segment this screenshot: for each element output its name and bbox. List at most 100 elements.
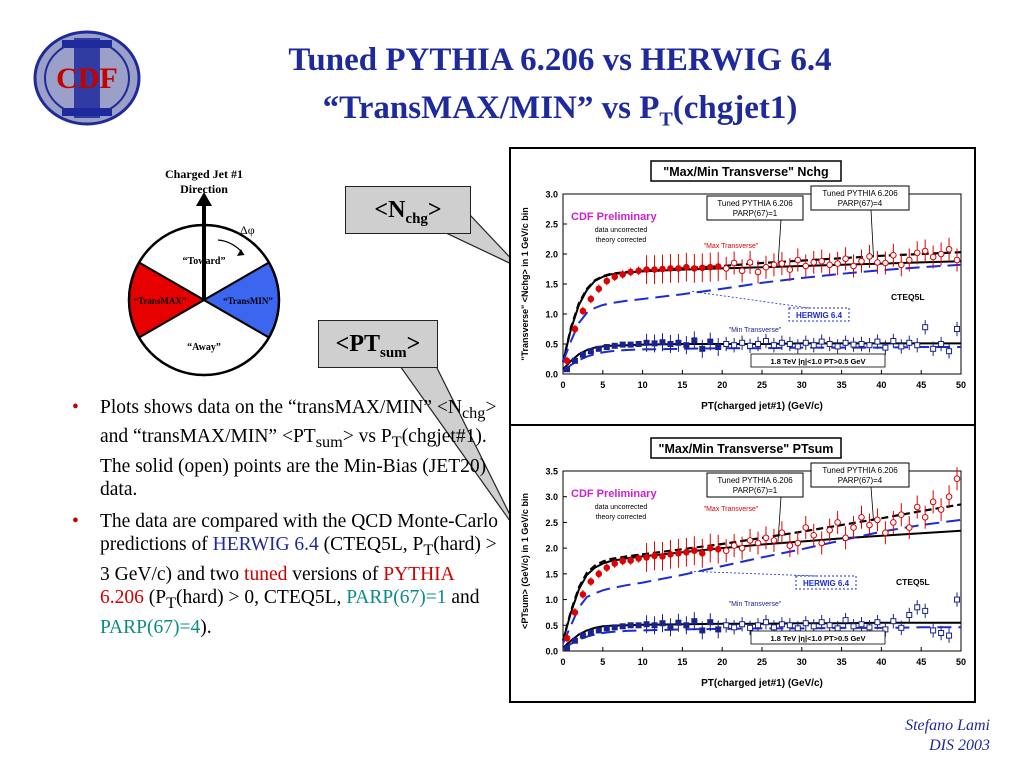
y-tick-label: 1.5	[545, 569, 558, 579]
data-point-min	[874, 338, 881, 345]
data-point-max	[818, 539, 826, 547]
cdf-logo: CDF	[33, 30, 141, 126]
data-point-min	[890, 338, 897, 344]
data-point-min	[739, 339, 746, 346]
data-point-min	[635, 622, 642, 629]
data-point-max	[913, 503, 921, 511]
data-point-min	[571, 637, 578, 644]
data-point-min	[794, 343, 801, 350]
data-point-min	[818, 338, 825, 345]
data-point-min	[715, 344, 722, 350]
energy-label: 1.8 TeV |η|<1.0 PT>0.5 GeV	[771, 634, 866, 643]
y-tick-label: 2.0	[545, 250, 558, 260]
chart-title-box	[650, 437, 842, 459]
data-point-max	[842, 255, 849, 263]
data-point-max	[595, 285, 603, 293]
data-point-max	[890, 251, 897, 259]
jet-label-2: Direction	[180, 182, 228, 196]
data-point-max	[651, 266, 658, 273]
data-point-max	[754, 268, 762, 276]
note-uncorrected: data uncorrected	[595, 504, 648, 511]
x-tick-label: 20	[717, 657, 727, 667]
curve-herwig-6-4	[562, 518, 962, 644]
data-point-min	[699, 345, 706, 352]
data-point-max	[778, 529, 786, 537]
data-point-max	[953, 475, 961, 483]
region-diagram: Charged Jet #1 Direction Δφ “Toward” “Aw…	[127, 167, 281, 377]
data-point-max	[730, 259, 738, 267]
data-point-min	[922, 607, 929, 614]
data-point-min	[882, 344, 889, 351]
data-point-max	[874, 516, 881, 524]
logo-text: CDF	[56, 62, 118, 95]
data-point-max	[921, 513, 929, 521]
data-point-max	[699, 264, 706, 272]
y-tick-label: 3.0	[545, 190, 558, 200]
ptsum-callout: <PTsum>	[318, 320, 438, 368]
data-point-max	[778, 260, 786, 267]
data-point-min	[579, 351, 586, 358]
cdf-preliminary-label: CDF Preliminary	[571, 211, 657, 223]
data-point-max	[858, 257, 865, 265]
footer-author: Stefano Lami	[905, 717, 990, 734]
data-point-min	[595, 345, 602, 352]
x-tick-label: 10	[638, 380, 648, 390]
data-point-max	[802, 524, 810, 531]
data-point-min	[826, 622, 833, 629]
data-point-min	[723, 341, 730, 347]
data-point-min	[643, 339, 650, 346]
data-point-max	[627, 268, 634, 276]
x-tick-label: 5	[600, 380, 605, 390]
data-point-min	[707, 619, 714, 626]
herwig-box	[795, 575, 857, 590]
energy-box	[750, 630, 886, 645]
data-point-max	[898, 261, 905, 269]
tuned-parp4-line1: Tuned PYTHIA 6.206	[822, 189, 898, 198]
data-point-max	[563, 634, 571, 642]
nchg-chart-panel: "Max/Min Transverse" Nchg 0.0 0.5 1.0 1.5 2.0…	[509, 147, 976, 426]
y-tick-label: 0.5	[545, 621, 558, 631]
data-point-max	[667, 551, 674, 558]
data-point-min	[834, 343, 841, 350]
data-point-min	[595, 627, 602, 634]
data-point-min	[938, 630, 945, 636]
min-transverse-label: "Min Transverse"	[729, 327, 782, 334]
y-tick-label: 2.0	[545, 544, 558, 554]
data-point-min	[842, 617, 849, 624]
data-point-max	[675, 265, 682, 272]
data-point-min	[914, 604, 921, 611]
x-tick-label: 35	[837, 380, 847, 390]
dphi-label: Δφ	[240, 223, 255, 237]
data-point-min	[906, 612, 913, 618]
x-tick-label: 15	[677, 657, 687, 667]
data-point-min	[683, 342, 690, 349]
data-point-max	[619, 557, 626, 565]
data-point-min	[946, 632, 953, 639]
data-point-max	[786, 266, 794, 273]
x-tick-label: 40	[876, 380, 886, 390]
data-point-max	[667, 265, 674, 272]
cdf-preliminary-label: CDF Preliminary	[571, 488, 657, 500]
data-point-min	[858, 621, 865, 628]
data-point-min	[731, 624, 738, 631]
x-tick-label: 5	[600, 657, 605, 667]
data-point-max	[635, 555, 642, 562]
data-point-min	[898, 343, 905, 350]
tuned-parp4-line2: PARP(67)=4	[838, 476, 883, 485]
data-point-min	[691, 337, 698, 344]
max-transverse-label: "Max Transverse"	[704, 506, 759, 513]
data-point-max	[770, 537, 778, 544]
data-point-max	[722, 265, 730, 272]
bullet-1: • Plots shows data on the “transMAX/MIN”…	[72, 397, 497, 501]
data-point-min	[826, 341, 833, 347]
tuned4-pointer	[870, 209, 874, 256]
data-point-max	[691, 265, 698, 272]
x-axis-label: PT(charged jet#1) (GeV/c)	[701, 678, 823, 689]
data-point-min	[890, 618, 897, 625]
data-point-max	[882, 259, 889, 267]
data-point-max	[627, 557, 634, 564]
data-point-max	[746, 537, 754, 544]
data-point-min	[675, 619, 682, 626]
data-point-max	[714, 263, 722, 270]
data-point-min	[659, 339, 666, 346]
